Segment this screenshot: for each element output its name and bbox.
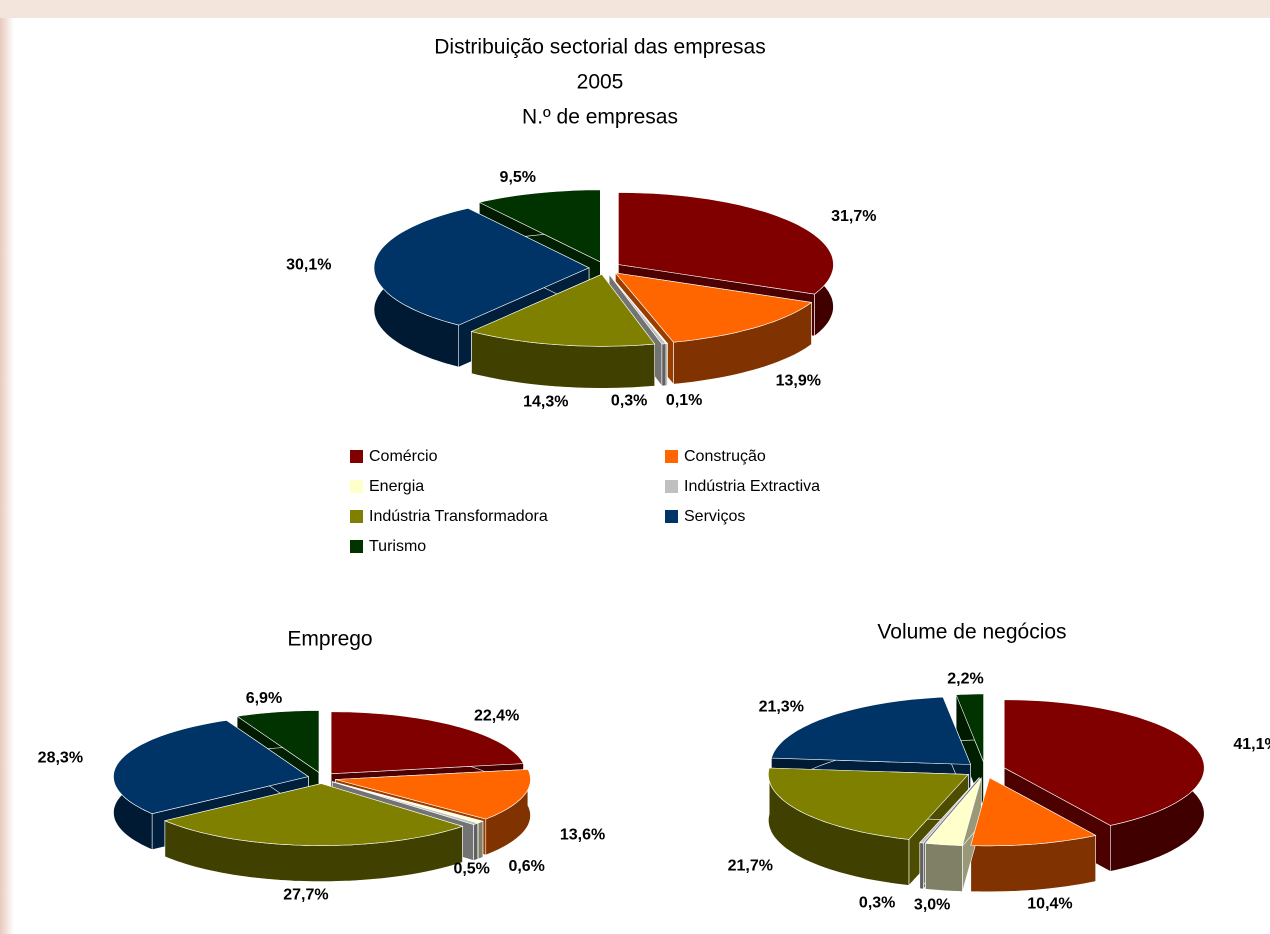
legend-label: Indústria Transformadora (369, 508, 548, 525)
legend-label: Energia (369, 478, 424, 495)
data-label: 2,2% (947, 670, 983, 687)
chart-year: 2005 (577, 71, 624, 94)
slice (470, 273, 656, 347)
slice (163, 783, 464, 846)
data-label: 0,1% (666, 392, 702, 409)
legend-swatch (665, 450, 678, 463)
slice (236, 710, 320, 774)
slice (330, 711, 525, 775)
data-label: 9,5% (500, 169, 536, 186)
slice (924, 777, 982, 846)
data-label: 21,3% (759, 698, 804, 715)
chart-subtitle: N.º de empresas (522, 106, 678, 129)
chart-title: Distribuição sectorial das empresas (434, 36, 765, 59)
page-edge (0, 0, 14, 934)
slice (332, 781, 479, 825)
slice (970, 777, 1097, 847)
legend-label: Indústria Extractiva (684, 478, 820, 495)
legend-label: Construção (684, 448, 766, 465)
slice-side (661, 343, 667, 387)
slice (113, 720, 310, 815)
slice (618, 192, 834, 295)
data-label: 10,4% (1027, 896, 1072, 913)
legend-swatch (350, 510, 363, 523)
slice (608, 274, 667, 345)
legend-swatch (350, 480, 363, 493)
legend-swatch (350, 540, 363, 553)
data-label: 27,7% (283, 886, 328, 903)
slice (478, 189, 601, 263)
slice-side (477, 820, 484, 860)
slice (335, 769, 531, 820)
data-label: 0,5% (453, 860, 489, 877)
data-label: 13,9% (776, 373, 821, 390)
slice (614, 272, 813, 343)
legend-swatch (350, 450, 363, 463)
slice-side (473, 822, 479, 861)
legend-swatch (665, 480, 678, 493)
data-label: 14,3% (523, 394, 568, 411)
chart-title: Volume de negócios (877, 621, 1066, 644)
data-label: 31,7% (831, 208, 876, 225)
data-label: 28,3% (38, 749, 83, 766)
legend-label: Turismo (369, 538, 426, 555)
slice (955, 693, 984, 763)
slice (1003, 699, 1205, 826)
slice (919, 777, 980, 844)
data-label: 13,6% (560, 826, 605, 843)
legend-label: Serviços (684, 508, 745, 525)
header-strip (0, 0, 1270, 18)
data-label: 21,7% (728, 858, 773, 875)
legend-swatch (665, 510, 678, 523)
slice (373, 207, 590, 326)
slice-side (665, 343, 668, 386)
chart-title: Emprego (287, 628, 372, 651)
slice-side (919, 842, 924, 890)
data-label: 41,1% (1233, 736, 1270, 753)
data-label: 30,1% (286, 257, 331, 274)
legend-label: Comércio (369, 448, 438, 465)
slice (770, 696, 972, 765)
data-label: 6,9% (246, 690, 282, 707)
data-label: 0,3% (859, 894, 895, 911)
data-label: 22,4% (474, 707, 519, 724)
data-label: 0,6% (508, 858, 544, 875)
data-label: 0,3% (611, 392, 647, 409)
data-label: 3,0% (914, 897, 950, 914)
slice (768, 767, 970, 840)
slice-side (925, 842, 963, 892)
